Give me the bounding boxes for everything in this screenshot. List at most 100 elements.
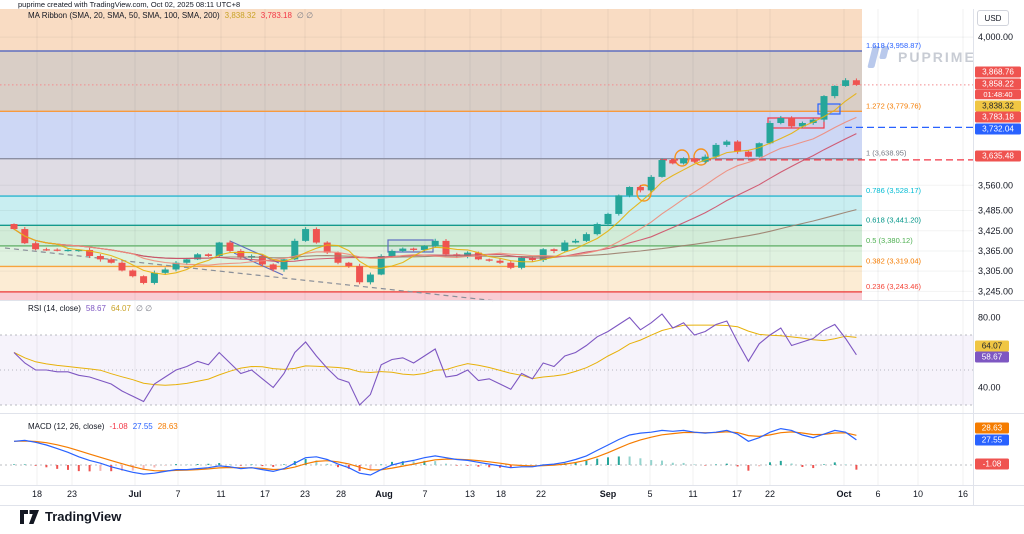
axis-badge-text: 3,858.22 (982, 80, 1014, 89)
candle-body (766, 123, 774, 144)
macd-histogram-bar (693, 464, 696, 465)
candle-body (464, 252, 472, 257)
macd-histogram-bar (650, 460, 653, 465)
candlestick-series (10, 78, 860, 285)
time-axis-label: 11 (688, 489, 697, 499)
candle-body (399, 248, 407, 251)
candle-body (194, 254, 202, 260)
rsi-axis-label: 40.00 (978, 383, 1001, 393)
fib-level-label: 0.236 (3,243.46) (866, 282, 922, 291)
macd-histogram-bar (607, 457, 609, 465)
macd-histogram-bar (401, 461, 404, 465)
currency-label[interactable]: USD (977, 10, 1009, 26)
candle-body (539, 249, 547, 261)
fib-retracement-tool[interactable]: 1.618 (3,958.87) 1.272 (3,779.76) 1 (3,638… (0, 41, 922, 293)
price-axis-label: 3,485.00 (978, 206, 1013, 216)
macd-histogram-bar (455, 465, 458, 466)
rsi-scale[interactable]: 80.00 40.00 64.07 58.67 (975, 313, 1009, 393)
time-axis-label: 5 (647, 489, 652, 499)
macd-histogram-bar (23, 464, 26, 465)
puprime-logo-icon (867, 46, 889, 68)
candle-body (550, 249, 558, 251)
ma-ribbon-legend[interactable]: MA Ribbon (SMA, 20, SMA, 50, SMA, 100, S… (28, 11, 313, 20)
macd-legend[interactable]: MACD (12, 26, close) -1.08 27.55 28.63 (28, 422, 178, 431)
axis-badge (975, 458, 1009, 470)
candle-body (10, 224, 18, 230)
puprime-watermark: PUPRIME (866, 45, 976, 69)
time-axis-label: 6 (875, 489, 880, 499)
macd-histogram-bar (509, 465, 512, 468)
rsi-axis-label: 80.00 (978, 313, 1001, 323)
axis-badge (975, 340, 1009, 352)
candle-body (604, 213, 612, 225)
macd-histogram-bar (229, 464, 231, 465)
macd-histogram-bar (391, 461, 393, 465)
candle-body (431, 240, 439, 246)
time-axis-label: 23 (67, 489, 77, 499)
macd-histogram-bar (661, 460, 663, 465)
rsi-legend-title: RSI (14, close) (28, 304, 81, 313)
legend-value: ∅ ∅ (296, 11, 314, 20)
candle-body (64, 249, 72, 252)
time-axis-label: 23 (300, 489, 310, 499)
macd-histogram-bar (77, 465, 80, 472)
candle-body (75, 249, 83, 252)
candle-body (572, 240, 580, 243)
candle-body (377, 256, 385, 275)
candle-body (518, 257, 526, 268)
price-scale[interactable]: 4,000.00 3,560.00 3,485.00 3,425.00 3,365.00… (975, 32, 1021, 296)
macd-histogram-bar (769, 462, 771, 465)
price-level-lines[interactable] (0, 84, 973, 161)
ma-line (13, 92, 857, 275)
time-axis-label: 17 (732, 489, 742, 499)
macd-histogram-bar (131, 465, 134, 471)
axis-badge (975, 150, 1021, 162)
candle-body (172, 262, 180, 270)
candle-body (118, 262, 126, 271)
candle-body (831, 85, 839, 97)
macd-histogram-bar (823, 464, 825, 465)
candle-body (291, 240, 299, 260)
candle-body (744, 151, 752, 157)
axis-badge (975, 100, 1021, 112)
tradingview-brand-text: TradingView (45, 509, 122, 524)
axis-badge-text: -1.08 (983, 460, 1002, 469)
time-axis-label: 11 (216, 489, 225, 499)
candle-body (204, 254, 212, 257)
candle-body (280, 259, 288, 270)
candle-body (140, 276, 148, 283)
macd-histogram-bar (99, 465, 102, 471)
rsi-legend[interactable]: RSI (14, close) 58.67 64.07 ∅ ∅ (28, 304, 152, 313)
highlight-circle (674, 149, 690, 167)
candle-body (366, 274, 374, 283)
axis-badge (975, 111, 1021, 123)
macd-scale[interactable]: 28.63 27.55 -1.08 (975, 422, 1009, 470)
time-axis-label: 28 (336, 489, 346, 499)
macd-histogram-bar (628, 456, 631, 465)
candle-body (755, 143, 763, 157)
macd-histogram-bar (315, 460, 318, 465)
candle-body (690, 158, 698, 162)
macd-histogram-bar (380, 464, 383, 465)
macd-histogram-bar (196, 464, 199, 465)
axis-badge-text: 27.55 (982, 436, 1003, 445)
axis-badge (975, 422, 1009, 434)
legend-value: 28.63 (157, 422, 178, 431)
tradingview-footer-logo[interactable]: TradingView (20, 509, 121, 524)
candle-body (723, 141, 731, 145)
ma-line (13, 133, 857, 263)
fib-level-label: 0.618 (3,441.20) (866, 215, 922, 224)
macd-histogram-bar (477, 465, 480, 467)
macd-histogram-bar (801, 465, 804, 467)
macd-histogram-bar (347, 465, 350, 469)
candle-body (42, 249, 50, 251)
fib-level-label: 1 (3,638.95) (866, 149, 907, 158)
ma-ribbon-lines (13, 92, 857, 275)
axis-badge-text: 3,732.04 (982, 125, 1014, 134)
macd-histogram-bar (304, 458, 307, 465)
macd-histogram-bar (13, 464, 15, 465)
time-axis-label: Jul (128, 489, 141, 499)
time-scale[interactable]: 18 23 Jul 7 11 17 23 28 Aug 7 13 18 22 Sep 5 11 17 22 Oct 6… (32, 489, 968, 499)
macd-histogram-bar (164, 465, 167, 466)
